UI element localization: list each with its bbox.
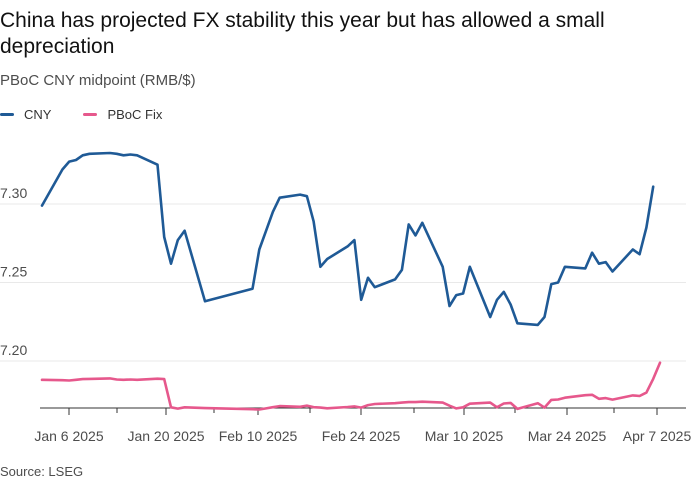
series-line-pboc-fix (42, 363, 660, 410)
x-tick-label: Mar 10 2025 (425, 428, 504, 444)
x-tick-label: Apr 7 2025 (623, 428, 692, 444)
series-line-cny (42, 153, 653, 325)
y-tick-label: 7.30 (0, 185, 27, 201)
x-tick-label: Mar 24 2025 (528, 428, 607, 444)
x-tick-label: Jan 6 2025 (34, 428, 103, 444)
source-note: Source: LSEG (0, 464, 83, 479)
x-tick-label: Feb 10 2025 (219, 428, 298, 444)
y-tick-label: 7.25 (0, 264, 27, 280)
x-tick-label: Jan 20 2025 (127, 428, 204, 444)
gridlines (0, 204, 686, 361)
x-tick-label: Feb 24 2025 (322, 428, 401, 444)
x-axis: Jan 6 2025 Jan 20 2025 Feb 10 2025 Feb 24 2… (34, 408, 691, 444)
y-axis-tick-labels: 7.30 7.25 7.20 (0, 185, 27, 358)
series-lines (42, 153, 660, 410)
y-tick-label: 7.20 (0, 342, 27, 358)
